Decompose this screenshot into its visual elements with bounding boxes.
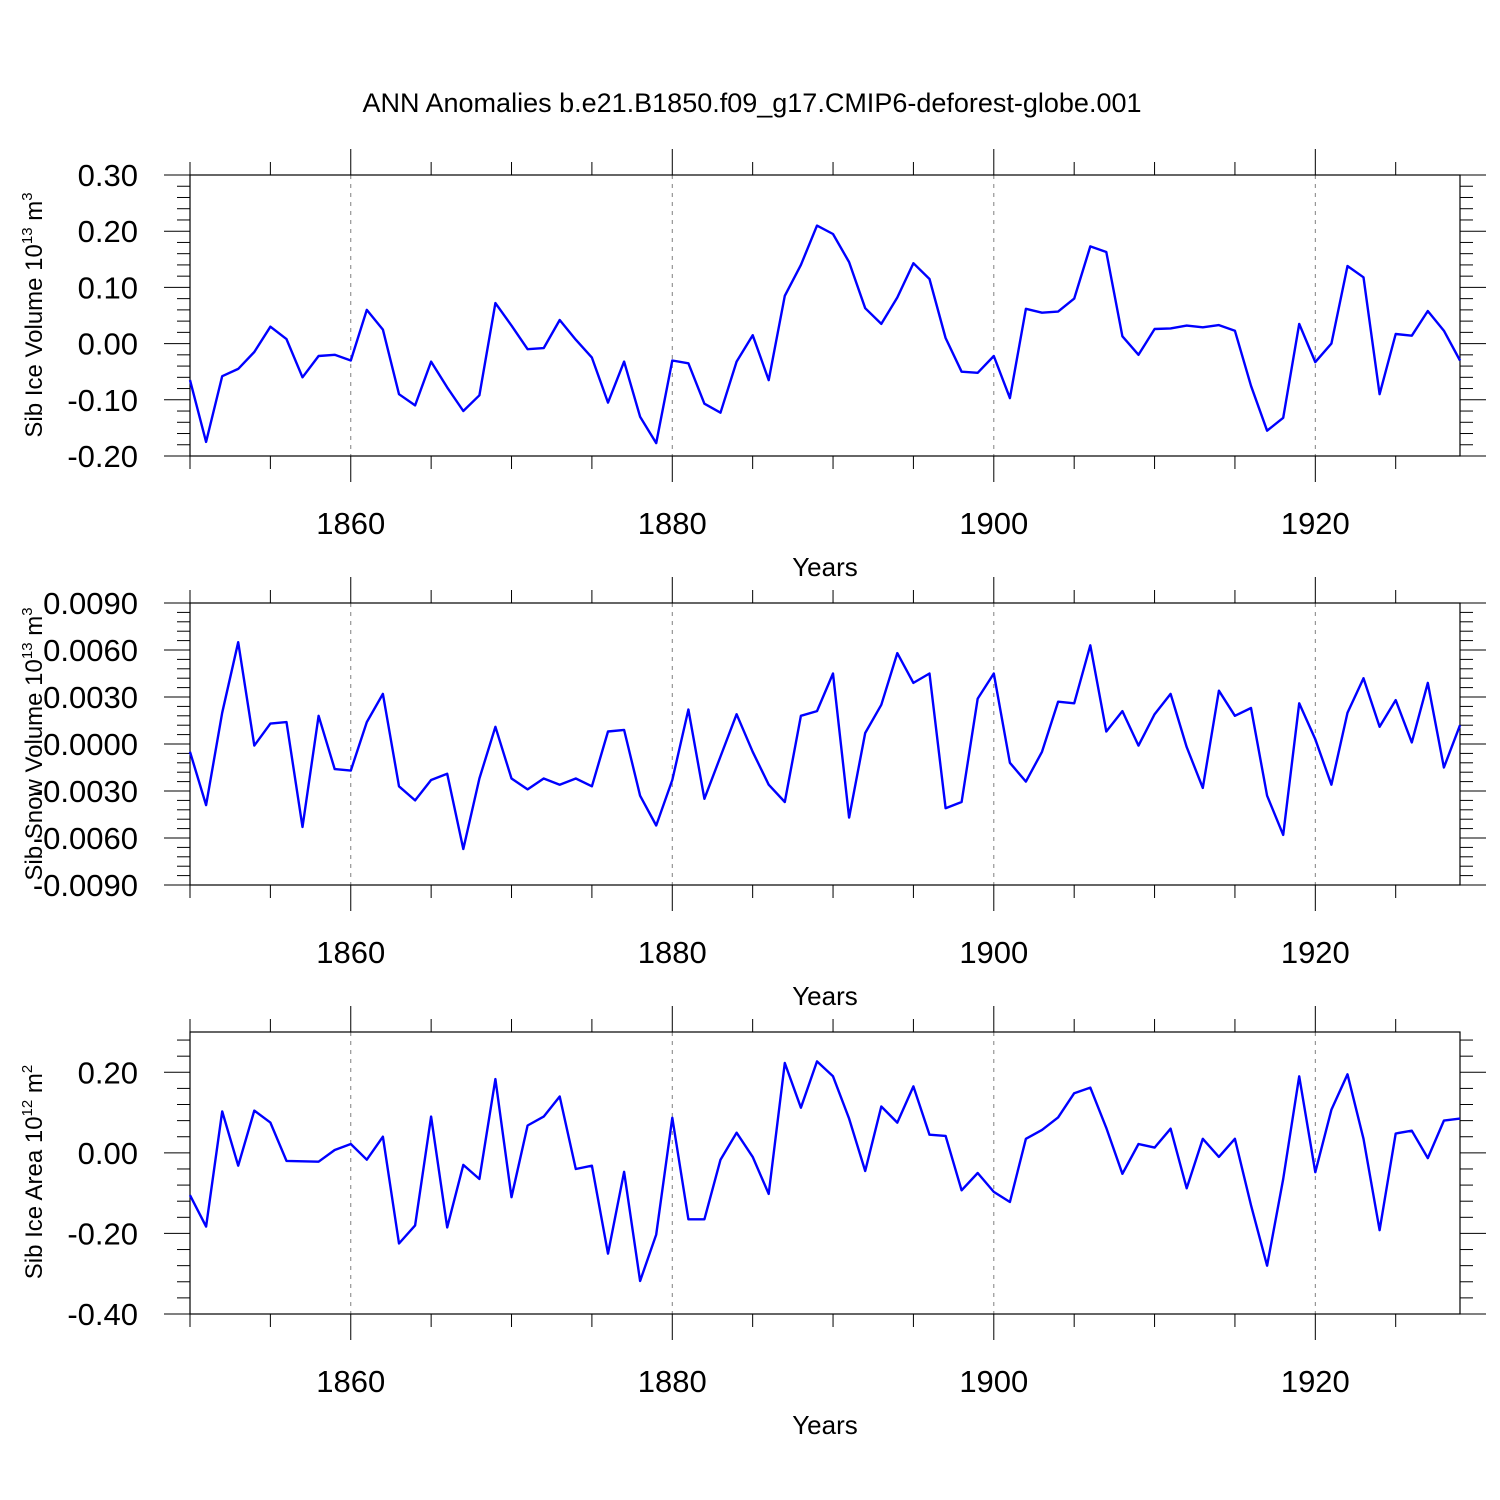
- series-line: [188, 641, 1462, 851]
- plot-frame: [189, 174, 1461, 457]
- x-tick-label: 1900: [959, 935, 1028, 970]
- y-tick-label: 0.30: [78, 158, 138, 193]
- y-tick-label: 0.00: [78, 1136, 138, 1171]
- y-tick-label: 0.20: [78, 214, 138, 249]
- x-tick-label: 1880: [638, 1364, 707, 1399]
- x-tick-label: 1860: [316, 935, 385, 970]
- y-axis-label: Sib Snow Volume 1013 m3: [19, 607, 48, 880]
- x-tick-label: 1880: [638, 935, 707, 970]
- series-line: [188, 1060, 1461, 1283]
- x-tick-label: 1920: [1281, 506, 1350, 541]
- y-tick-label: 0.00: [78, 327, 138, 362]
- y-tick-label: 0.20: [78, 1055, 138, 1090]
- x-tick-label: 1860: [316, 506, 385, 541]
- y-tick-label: 0.0060: [43, 633, 138, 668]
- series-line: [188, 224, 1462, 445]
- x-tick-label: 1900: [959, 1364, 1028, 1399]
- x-tick-label: 1920: [1281, 935, 1350, 970]
- x-tick-label: 1920: [1281, 1364, 1350, 1399]
- plot-frame: [189, 602, 1461, 886]
- y-tick-label: -0.0060: [33, 821, 138, 856]
- y-tick-label: 0.10: [78, 270, 138, 305]
- x-tick-label: 1880: [638, 506, 707, 541]
- panel-3: -0.40 -0.20 0.00 0.20 1860 1880 1900 1920 Years S…: [19, 1006, 1486, 1440]
- x-axis-label: Years: [792, 981, 858, 1011]
- x-axis-label: Years: [792, 552, 858, 582]
- y-tick-label: -0.40: [67, 1297, 138, 1332]
- y-tick-label: -0.0030: [33, 774, 138, 809]
- y-tick-label: -0.20: [67, 1216, 138, 1251]
- y-tick-label: 0.0090: [43, 586, 138, 621]
- y-axis-label: Sib Ice Area 1012 m2: [19, 1065, 48, 1279]
- y-tick-label: 0.0000: [43, 727, 138, 762]
- y-axis-label: Sib Ice Volume 1013 m3: [19, 192, 48, 437]
- y-tick-label: -0.0090: [33, 868, 138, 903]
- panel-1: -0.20 -0.10 0.00 0.10 0.20 0.30 1860 1880 1900 19…: [19, 149, 1486, 582]
- x-tick-label: 1900: [959, 506, 1028, 541]
- plot-frame: [189, 1031, 1461, 1315]
- y-tick-label: 0.0030: [43, 680, 138, 715]
- x-tick-label: 1860: [316, 1364, 385, 1399]
- x-axis-label: Years: [792, 1410, 858, 1440]
- y-tick-label: -0.20: [67, 439, 138, 474]
- chart-title: ANN Anomalies b.e21.B1850.f09_g17.CMIP6-…: [363, 88, 1142, 118]
- panel-2: -0.0090 -0.0060 -0.0030 0.0000 0.0030 0.0060 0…: [19, 577, 1486, 1011]
- y-tick-label: -0.10: [67, 383, 138, 418]
